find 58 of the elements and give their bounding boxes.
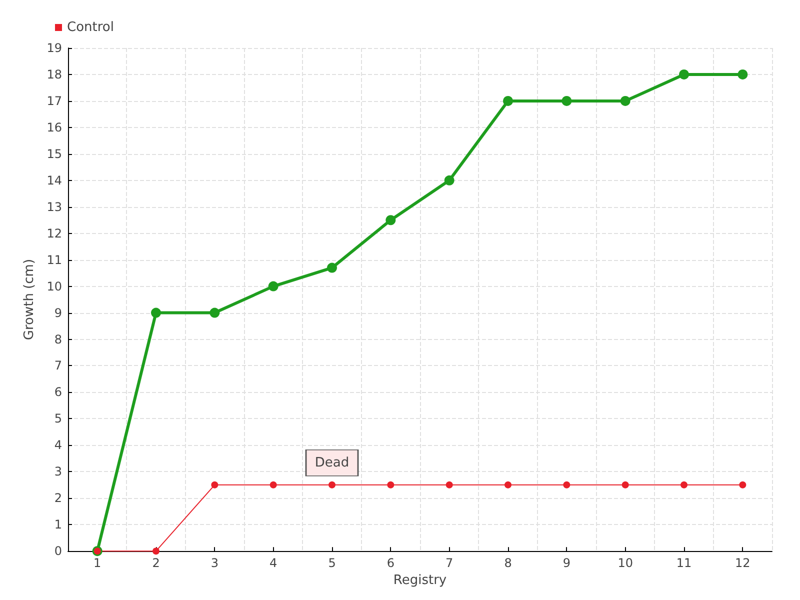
y-tick-label: 19 xyxy=(46,41,62,55)
y-tick-label: 18 xyxy=(46,67,62,82)
point xyxy=(268,281,278,292)
x-tick-label: 6 xyxy=(386,556,394,570)
y-tick-label: 13 xyxy=(46,200,62,214)
point xyxy=(444,175,454,186)
x-tick-label: 9 xyxy=(562,556,570,570)
point xyxy=(328,481,336,488)
point xyxy=(622,481,629,488)
point xyxy=(620,96,630,106)
point xyxy=(563,481,570,488)
y-tick-label: 8 xyxy=(54,332,62,346)
y-tick-label: 6 xyxy=(54,385,62,400)
point xyxy=(210,308,220,318)
y-tick-label: 1 xyxy=(54,518,62,532)
y-tick-label: 15 xyxy=(46,146,62,161)
point xyxy=(739,481,746,488)
point xyxy=(679,69,689,80)
x-tick-label: 11 xyxy=(676,556,692,570)
point xyxy=(211,481,218,488)
point xyxy=(386,215,396,226)
x-tick-label: 7 xyxy=(446,556,454,570)
y-tick-label: 2 xyxy=(54,491,62,506)
point xyxy=(151,308,161,318)
y-tick-label: 12 xyxy=(46,226,62,240)
y-tick-label: 3 xyxy=(54,464,62,479)
x-tick-label: 5 xyxy=(328,556,336,570)
point xyxy=(504,481,512,488)
y-tick-label: 16 xyxy=(46,120,62,134)
point xyxy=(270,481,277,488)
y-tick-label: 11 xyxy=(46,252,62,267)
x-axis-title: Registry xyxy=(393,573,447,588)
y-tick-label: 9 xyxy=(54,306,62,320)
x-tick-label: 10 xyxy=(618,556,633,570)
y-tick-label: 14 xyxy=(46,173,62,188)
y-tick-label: 5 xyxy=(54,412,62,426)
point xyxy=(680,481,688,488)
point xyxy=(503,96,513,106)
point xyxy=(327,262,337,273)
x-tick-label: 3 xyxy=(210,556,218,570)
x-tick-label: 4 xyxy=(270,556,278,570)
y-tick-label: 10 xyxy=(46,279,62,294)
point xyxy=(738,69,748,80)
point xyxy=(446,481,453,488)
point xyxy=(562,96,572,106)
point xyxy=(387,481,394,488)
y-axis-title: Growth (cm) xyxy=(22,258,37,340)
x-tick-label: 2 xyxy=(152,556,160,570)
point xyxy=(152,548,160,555)
y-tick-label: 7 xyxy=(54,358,62,373)
x-tick-label: 12 xyxy=(735,556,750,570)
legend-label: Control xyxy=(67,20,114,35)
x-tick-label: 1 xyxy=(94,556,102,570)
y-tick-label: 0 xyxy=(54,544,62,558)
annotation: Dead xyxy=(314,455,350,470)
y-tick-label: 17 xyxy=(46,94,62,108)
x-tick-label: 8 xyxy=(504,556,512,570)
y-tick-label: 4 xyxy=(54,438,62,452)
